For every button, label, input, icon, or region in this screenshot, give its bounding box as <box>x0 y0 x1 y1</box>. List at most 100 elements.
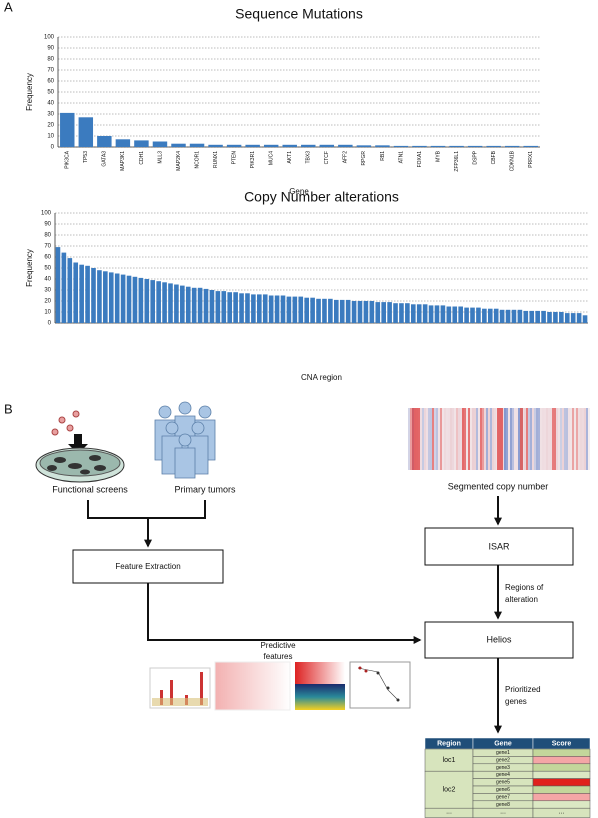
bar <box>430 145 446 147</box>
y-tick-label: 50 <box>44 266 51 272</box>
footer-label: ... <box>500 809 506 816</box>
y-tick-label: 70 <box>44 244 51 250</box>
x-axis-label: Gene <box>289 187 309 196</box>
table-header: Gene <box>494 740 512 747</box>
heatmap-stripe <box>464 408 466 470</box>
bar <box>257 294 262 323</box>
bar <box>541 310 546 323</box>
heatmap-stripe <box>558 408 560 470</box>
y-tick-label: 20 <box>47 123 54 129</box>
x-tick-label: RUNX1 <box>213 151 219 168</box>
heatmap-stripe <box>420 408 422 470</box>
bar <box>449 145 464 147</box>
bar <box>570 313 576 323</box>
bar <box>345 299 351 323</box>
x-tick-label: MLL3 <box>157 151 163 164</box>
bar <box>162 282 167 323</box>
y-tick-label: 80 <box>47 57 54 63</box>
x-tick-label: ZFP36L1 <box>454 151 460 172</box>
heatmap-stripe <box>538 408 540 470</box>
heatmap-stripe <box>532 408 534 470</box>
edge-label: Predictive <box>260 641 296 650</box>
feature-thumbnails <box>149 661 411 711</box>
helios-box <box>424 621 574 659</box>
heatmap-stripe <box>486 408 488 470</box>
heatmap-stripe <box>552 408 554 470</box>
bar <box>486 145 501 147</box>
y-axis-label: Frequency <box>25 73 34 111</box>
bar <box>499 309 505 323</box>
node-label: Primary tumors <box>174 484 236 494</box>
bar <box>120 274 126 323</box>
heatmap-stripe <box>534 408 536 470</box>
x-tick-label: CBFB <box>491 150 497 164</box>
heatmap-stripe <box>542 408 544 470</box>
gene-label: gene3 <box>496 765 510 771</box>
heatmap-stripe <box>530 408 532 470</box>
heatmap-stripe <box>482 408 484 470</box>
bar <box>363 301 369 323</box>
x-tick-label: PIK3R1 <box>250 151 256 168</box>
chart-title: Copy Number alterations <box>244 189 399 205</box>
x-tick-label: DSPP <box>472 150 478 164</box>
x-tick-label: RB1 <box>380 151 386 161</box>
score-cell <box>532 785 591 794</box>
x-tick-label: ATN1 <box>398 151 404 164</box>
x-tick-label: PRRX1 <box>528 151 534 168</box>
box-label: Feature Extraction <box>115 562 180 571</box>
y-tick-label: 10 <box>47 134 54 140</box>
bar <box>564 313 570 323</box>
heatmap-stripe <box>442 408 444 470</box>
box-label: Helios <box>486 634 512 644</box>
heatmap-band <box>497 408 503 470</box>
heatmap-stripe <box>516 408 518 470</box>
gene-label: gene7 <box>496 794 510 800</box>
heatmap-band <box>520 408 523 470</box>
gene-label: gene8 <box>496 802 510 808</box>
panel-label: B <box>4 401 13 416</box>
bar <box>357 301 363 323</box>
thumb <box>295 662 345 684</box>
x-axis-label: CNA region <box>301 373 342 382</box>
bar <box>156 281 161 323</box>
edge-label: Regions of <box>505 583 544 592</box>
x-tick-label: MAP2K4 <box>176 151 182 171</box>
bar <box>174 284 179 323</box>
gene-label: gene6 <box>496 787 510 793</box>
heatmap-stripe <box>570 408 572 470</box>
heatmap-stripe <box>556 408 558 470</box>
edge-label: features <box>264 652 293 661</box>
thumb <box>349 661 411 709</box>
bar <box>152 141 168 147</box>
charts: Sequence Mutations Gene Frequency 0 10 20 30 40… <box>25 6 588 382</box>
bar <box>446 306 452 323</box>
bar <box>292 296 298 323</box>
bar <box>138 277 144 323</box>
x-tick-label: GATA3 <box>102 151 108 167</box>
bar <box>274 295 280 323</box>
bar <box>405 303 410 323</box>
bar <box>553 312 558 323</box>
bar <box>511 309 517 323</box>
thumb <box>295 684 345 710</box>
heatmap-stripe <box>474 408 476 470</box>
y-tick-label: 100 <box>41 211 52 217</box>
heatmap-stripe <box>578 408 580 470</box>
bar <box>322 298 327 323</box>
bar <box>79 264 84 323</box>
heatmap-stripe <box>506 408 508 470</box>
heatmap-stripe <box>430 408 432 470</box>
heatmap-stripe <box>426 408 428 470</box>
heatmap-stripe <box>468 408 470 470</box>
bar <box>319 144 335 147</box>
bar <box>399 303 404 323</box>
heatmap-stripe <box>544 408 546 470</box>
bar <box>393 145 409 147</box>
gene-label: gene5 <box>496 780 510 786</box>
bar <box>286 296 292 323</box>
heatmap-stripe <box>432 408 434 470</box>
heatmap-stripe <box>536 408 538 470</box>
bar <box>61 252 67 323</box>
gene-label: gene2 <box>496 757 510 763</box>
heatmap-stripe <box>472 408 474 470</box>
